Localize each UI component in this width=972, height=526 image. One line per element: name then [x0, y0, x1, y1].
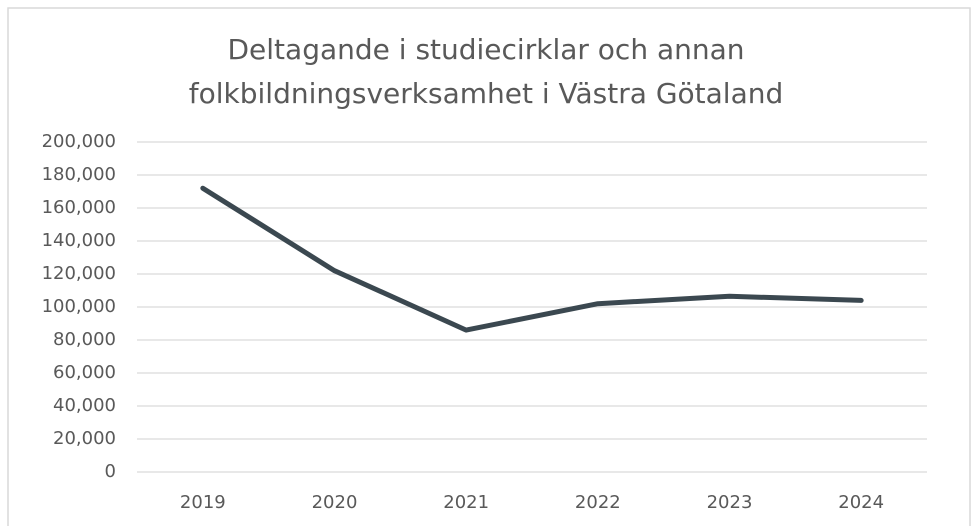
x-tick-label: 2021 [443, 492, 489, 513]
y-tick-label: 120,000 [42, 263, 116, 284]
y-tick-label: 160,000 [42, 197, 116, 218]
y-tick-label: 200,000 [42, 131, 116, 152]
chart-frame [7, 7, 971, 526]
y-tick-label: 80,000 [53, 329, 116, 350]
chart-title: Deltagande i studiecirklar och annan fol… [188, 33, 784, 110]
y-tick-label: 60,000 [53, 362, 116, 383]
y-tick-label: 40,000 [53, 395, 116, 416]
y-tick-label: 140,000 [42, 230, 116, 251]
y-tick-label: 0 [105, 461, 116, 482]
x-tick-label: 2019 [180, 492, 226, 513]
y-tick-label: 20,000 [53, 428, 116, 449]
y-tick-label: 100,000 [42, 296, 116, 317]
x-tick-label: 2023 [707, 492, 753, 513]
x-tick-label: 2024 [838, 492, 884, 513]
y-tick-label: 180,000 [42, 164, 116, 185]
data-line [200, 185, 864, 333]
x-tick-label: 2022 [575, 492, 621, 513]
x-tick-label: 2020 [312, 492, 358, 513]
